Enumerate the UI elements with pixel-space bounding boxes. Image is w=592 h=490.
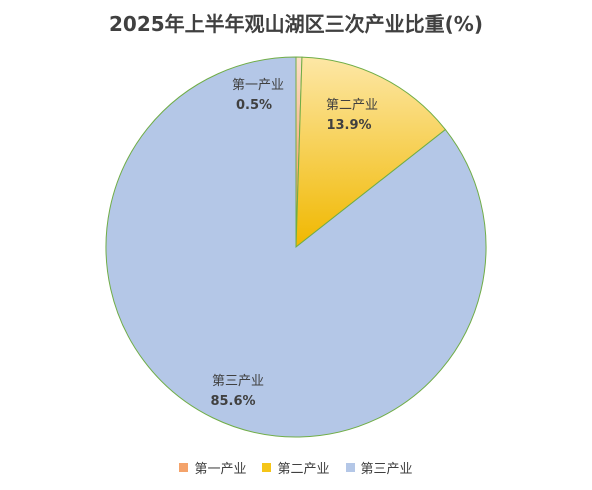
legend-swatch-tertiary [345, 463, 355, 472]
legend-item-tertiary: 第三产业 [345, 458, 413, 477]
pie-slice-secondary [295, 56, 447, 249]
slice-label-tertiary: 第三产业 [212, 374, 264, 389]
slice-value-secondary: 13.9% [326, 118, 371, 133]
slice-label-primary: 第一产业 [232, 78, 284, 93]
legend-swatch-secondary [262, 463, 272, 472]
slice-label-secondary: 第二产业 [326, 98, 378, 113]
chart-title: 2025年上半年观山湖区三次产业比重(%) [109, 12, 483, 36]
legend-item-primary: 第一产业 [179, 458, 246, 477]
legend: 第一产业 第二产业 第三产业 [0, 458, 592, 477]
legend-item-secondary: 第二产业 [262, 458, 330, 477]
legend-swatch-primary [179, 463, 189, 472]
legend-label-secondary: 第二产业 [277, 462, 330, 477]
pie-slice-tertiary [105, 56, 487, 438]
slice-value-tertiary: 85.6% [210, 394, 255, 409]
legend-label-tertiary: 第三产业 [360, 462, 413, 477]
slice-value-primary: 0.5% [236, 98, 272, 113]
legend-label-primary: 第一产业 [194, 462, 247, 477]
